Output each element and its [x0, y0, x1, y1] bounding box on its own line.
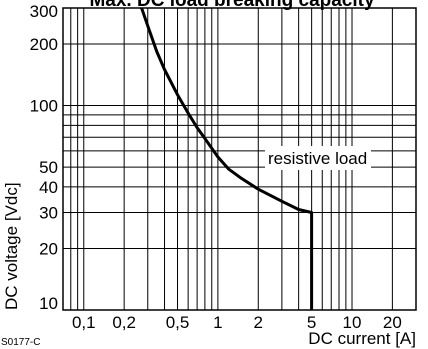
x-tick-label: 0,5: [166, 313, 190, 332]
x-tick-label: 10: [343, 313, 362, 332]
chart-title: Max. DC load breaking capacity: [89, 0, 375, 11]
x-axis-title: DC current [A]: [308, 329, 416, 348]
x-tick-label: 2: [254, 313, 263, 332]
series-layer: [140, 8, 314, 310]
annotation-resistive-load: resistive load: [268, 149, 367, 168]
y-tick-label: 40: [39, 178, 58, 197]
series-line: [140, 8, 314, 310]
y-tick-label: 200: [30, 35, 58, 54]
y-tick-label: 100: [30, 97, 58, 116]
plot-frame: [62, 7, 417, 311]
y-axis-title: DC voltage [Vdc]: [2, 182, 21, 310]
y-tick-label: 10: [39, 294, 58, 313]
x-tick-labels: 0,1 0,2 0,5 1 2 5 10 20: [72, 313, 402, 332]
x-tick-label: 0,1: [72, 313, 96, 332]
annotation-background: [265, 146, 371, 170]
figure-code: S0177-C: [1, 337, 40, 348]
x-tick-label: 1: [213, 313, 222, 332]
x-tick-label: 0,2: [112, 313, 136, 332]
y-tick-label: 300: [30, 2, 58, 21]
y-tick-label: 30: [39, 203, 58, 222]
y-tick-label: 50: [39, 158, 58, 177]
y-tick-label: 20: [39, 239, 58, 258]
x-tick-label: 5: [307, 313, 316, 332]
x-tick-label: 20: [383, 313, 402, 332]
